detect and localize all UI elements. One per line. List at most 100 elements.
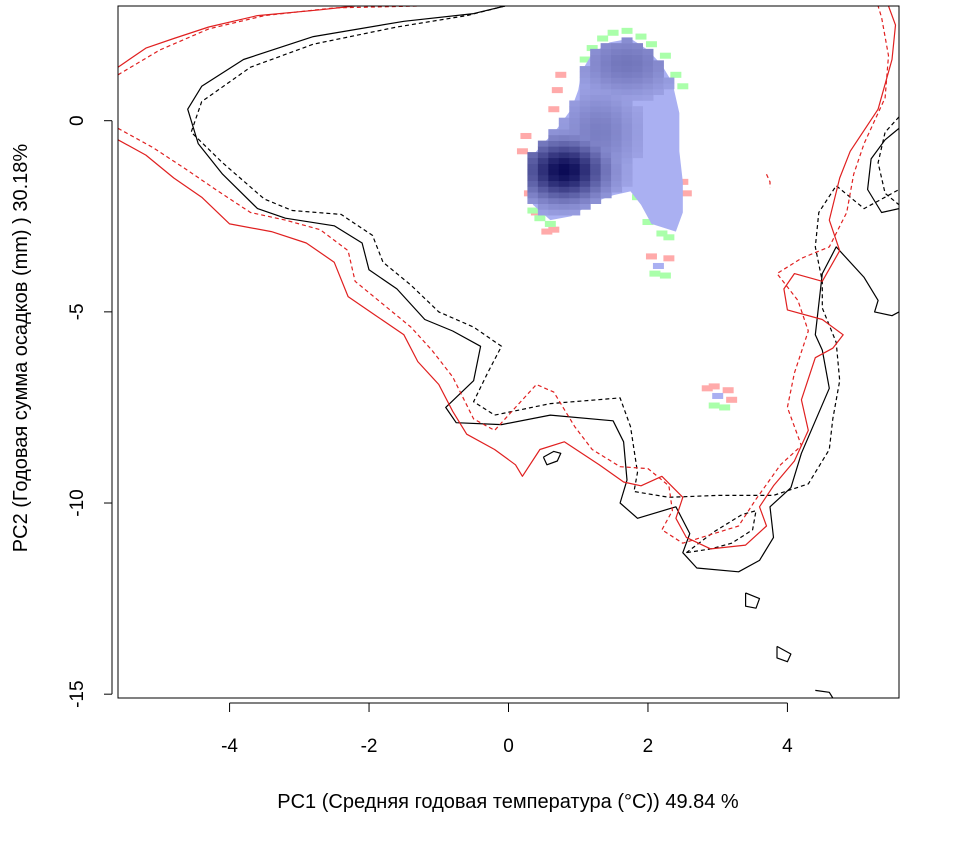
density-cell-overlap <box>527 192 539 199</box>
density-cell-overlap <box>652 66 664 73</box>
density-cell-overlap <box>621 146 633 153</box>
x-tick-label: 2 <box>643 736 654 757</box>
contour-black-solid-5 <box>542 450 562 466</box>
contour-black-dashed-3 <box>877 116 899 206</box>
density-cell-overlap <box>600 175 612 182</box>
density-cell-overlap <box>632 117 643 124</box>
density-cell-overlap <box>579 89 591 96</box>
density-cell-overlap <box>600 77 612 84</box>
density-cell-red <box>722 387 734 394</box>
density-cell-overlap <box>590 77 602 84</box>
y-axis: 0 -5 -10 -15 <box>67 115 113 708</box>
density-cell-green <box>579 56 591 63</box>
density-cell-red <box>541 228 553 235</box>
plot-frame <box>117 5 900 699</box>
density-cell-overlap <box>548 157 560 164</box>
density-cell-overlap <box>537 169 549 176</box>
y-tick-label: -5 <box>67 303 88 320</box>
density-cell-overlap <box>600 152 612 159</box>
density-cell-green <box>645 41 657 48</box>
density-cell-overlap <box>590 186 602 193</box>
density-cell-overlap <box>537 203 549 210</box>
density-cell-green <box>534 215 546 222</box>
density-cell-overlap <box>621 180 633 187</box>
density-cell-overlap <box>548 203 560 210</box>
contour-lines <box>118 6 899 698</box>
density-cell-overlap <box>579 106 591 113</box>
density-cell-green <box>621 27 633 34</box>
density-cell-overlap <box>621 54 633 61</box>
density-cell-overlap <box>600 117 612 124</box>
density-cell-overlap <box>590 163 602 170</box>
density-cell-overlap <box>600 146 612 153</box>
density-cell-overlap <box>621 37 633 44</box>
density-cell-overlap <box>621 94 633 101</box>
density-cell-overlap <box>600 54 612 61</box>
density-cell-overlap <box>652 83 664 90</box>
density-cell-overlap <box>579 117 591 124</box>
density-cell-overlap <box>579 152 591 159</box>
density-cell-overlap <box>632 146 643 153</box>
density-cell-overlap <box>579 129 591 136</box>
density-cell-overlap <box>600 89 612 96</box>
density-cell-overlap <box>558 140 570 147</box>
density-cell-overlap <box>712 392 724 399</box>
density-cell-overlap <box>527 169 539 176</box>
contour-black-dashed-4 <box>685 510 757 554</box>
density-cell-overlap <box>642 48 654 55</box>
density-heatmap <box>516 27 738 411</box>
density-cell-overlap <box>590 54 602 61</box>
density-cell-overlap <box>632 129 643 136</box>
density-cell-overlap <box>537 209 549 216</box>
density-cell-overlap <box>652 89 664 96</box>
density-cell-overlap <box>537 186 549 193</box>
density-cell-overlap <box>590 106 602 113</box>
density-cell-green <box>649 270 661 277</box>
density-cell-overlap <box>590 180 602 187</box>
density-cell-overlap <box>600 134 612 141</box>
density-cell-overlap <box>611 106 623 113</box>
density-cell-overlap <box>548 140 560 147</box>
density-cell-overlap <box>611 180 623 187</box>
density-cell-red <box>555 71 567 78</box>
density-cell-overlap <box>579 163 591 170</box>
density-cell-green <box>597 35 609 42</box>
density-cell-green <box>663 234 675 241</box>
density-cell-overlap <box>600 94 612 101</box>
density-cell-overlap <box>569 129 581 136</box>
density-cell-overlap <box>611 186 623 193</box>
density-cell-overlap <box>600 192 612 199</box>
contour-red-dashed-10 <box>118 6 418 76</box>
density-cell-overlap <box>611 129 623 136</box>
density-cell-overlap <box>548 197 560 204</box>
density-cell-overlap <box>642 71 654 78</box>
density-cell-overlap <box>569 192 581 199</box>
density-cell-overlap <box>600 186 612 193</box>
density-cell-overlap <box>579 146 591 153</box>
density-cell-overlap <box>537 163 549 170</box>
density-cell-overlap <box>611 169 623 176</box>
density-cell-green <box>642 219 654 226</box>
density-cell-overlap <box>527 152 539 159</box>
density-cell-overlap <box>600 169 612 176</box>
density-cell-green <box>708 402 720 409</box>
density-cell-overlap <box>632 140 643 147</box>
density-cell-overlap <box>632 106 643 113</box>
density-cell-overlap <box>548 129 560 136</box>
x-axis: -4 -2 0 2 4 <box>221 702 793 757</box>
density-cell-overlap <box>642 94 654 101</box>
density-cell-overlap <box>621 169 633 176</box>
density-cell-overlap <box>600 106 612 113</box>
x-tick-label: 4 <box>782 736 793 757</box>
density-cell-overlap <box>527 157 539 164</box>
density-cell-overlap <box>579 83 591 90</box>
density-cell-red <box>551 87 563 94</box>
density-cell-overlap <box>632 48 643 55</box>
density-cell-overlap <box>611 140 623 147</box>
density-cell-green <box>656 230 668 237</box>
density-cell-green <box>659 272 671 279</box>
density-cell-overlap <box>537 140 549 147</box>
density-cell-overlap <box>611 134 623 141</box>
density-cell-green <box>670 71 682 78</box>
density-cell-overlap <box>621 83 633 90</box>
